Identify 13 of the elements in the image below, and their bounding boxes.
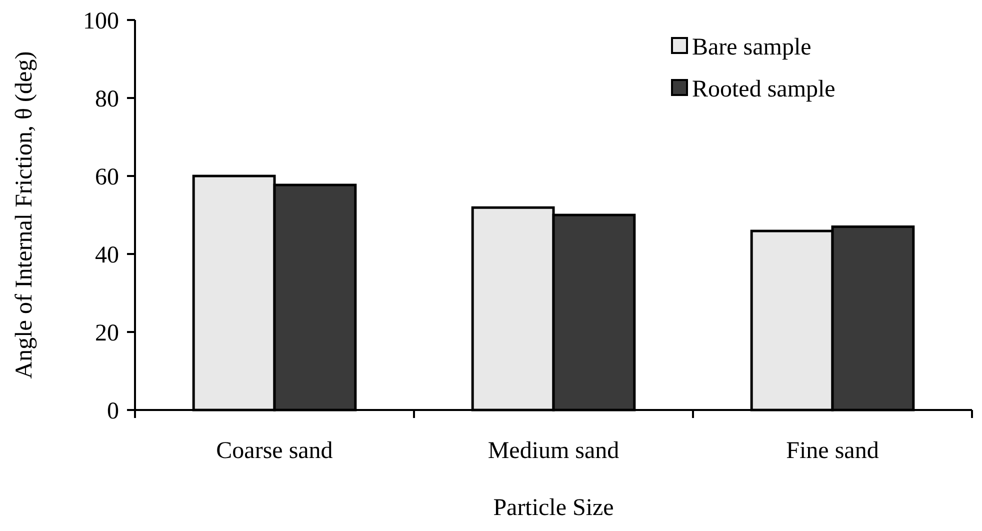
y-tick-label: 40 [95, 242, 119, 268]
y-tick-label: 20 [95, 320, 119, 346]
y-tick-label: 0 [107, 398, 119, 424]
y-tick-label: 60 [95, 164, 119, 190]
x-tick-label: Fine sand [786, 438, 879, 464]
y-tick-label: 100 [83, 8, 119, 34]
y-tick-label: 80 [95, 86, 119, 112]
x-tick-label: Coarse sand [216, 438, 333, 464]
x-tick-label: Medium sand [488, 438, 620, 464]
legend-label: Bare sample [692, 34, 812, 60]
legend-label: Rooted sample [692, 76, 836, 102]
x-axis-title: Particle Size [493, 495, 614, 521]
y-axis-title: Angle of Internal Friction, θ (deg) [11, 51, 38, 379]
